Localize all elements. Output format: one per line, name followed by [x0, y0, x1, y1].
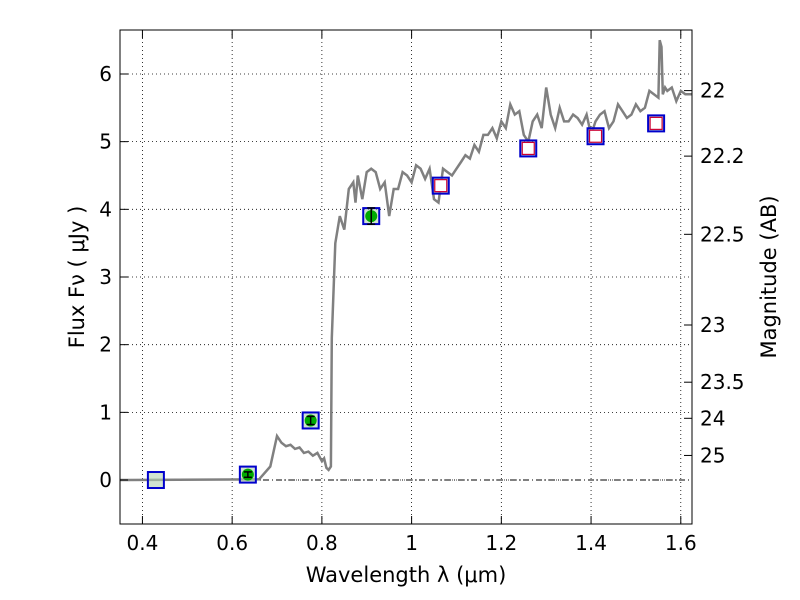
y-axis-label: Flux Fν ( μJy )	[65, 206, 89, 349]
upper-limit-box	[588, 129, 603, 143]
y-tick-label: 1	[99, 400, 112, 424]
x-axis-label: Wavelength λ (μm)	[306, 563, 507, 587]
right-tick-label: 22.5	[700, 222, 745, 246]
right-tick-label: 24	[700, 406, 725, 430]
y-tick-label: 6	[99, 62, 112, 86]
right-tick-label: 22.2	[700, 144, 745, 168]
x-tick-label: 1	[405, 531, 418, 555]
y-axis-ticks: 0 1 2 3 4 5 6	[99, 62, 128, 492]
upper-limit-box	[434, 179, 448, 193]
right-tick-label: 23	[700, 313, 725, 337]
upper-limit-box	[521, 141, 535, 156]
x-tick-label: 0.4	[127, 531, 159, 555]
model-box	[146, 471, 165, 490]
x-axis-ticks: 0.4 0.6 0.8 1 1.2 1.4 1.6	[127, 30, 697, 555]
x-tick-label: 0.6	[216, 531, 248, 555]
right-axis-label: Magnitude (AB)	[757, 195, 781, 358]
x-tick-label: 1.2	[485, 531, 517, 555]
spectrum-line	[119, 39, 692, 482]
y-tick-label: 2	[99, 333, 112, 357]
y-tick-label: 3	[99, 265, 112, 289]
detections	[241, 207, 378, 481]
x-tick-label: 1.4	[575, 531, 607, 555]
right-tick-label: 23.5	[700, 370, 745, 394]
x-tick-label: 1.6	[665, 531, 697, 555]
y-tick-label: 4	[99, 197, 112, 221]
y-tick-label: 0	[99, 468, 112, 492]
right-axis-ticks: 22 22.2 22.5 23 23.5 24 25	[684, 79, 745, 467]
right-tick-label: 22	[700, 79, 725, 103]
upper-limit-boxes	[434, 116, 663, 193]
y-tick-label: 5	[99, 130, 112, 154]
x-tick-label: 0.8	[306, 531, 338, 555]
upper-limit-box	[649, 116, 663, 130]
right-tick-label: 25	[700, 443, 725, 467]
